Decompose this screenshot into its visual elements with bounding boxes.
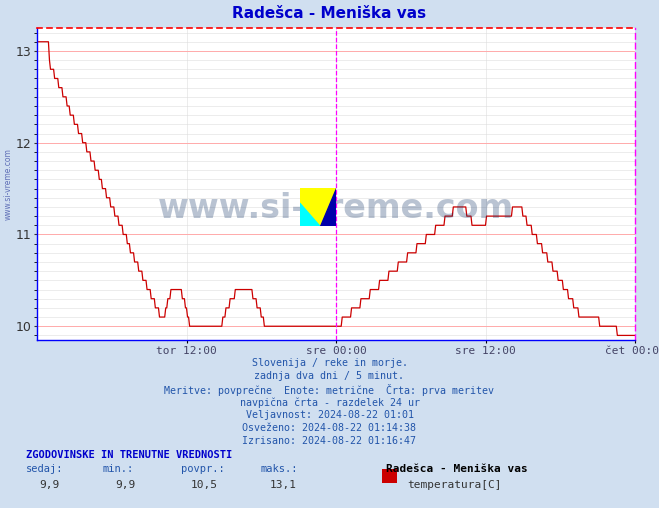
Text: povpr.:: povpr.: <box>181 464 225 474</box>
Text: Meritve: povprečne  Enote: metrične  Črta: prva meritev: Meritve: povprečne Enote: metrične Črta:… <box>165 384 494 396</box>
Polygon shape <box>300 203 320 226</box>
Text: Veljavnost: 2024-08-22 01:01: Veljavnost: 2024-08-22 01:01 <box>246 410 413 420</box>
Text: ZGODOVINSKE IN TRENUTNE VREDNOSTI: ZGODOVINSKE IN TRENUTNE VREDNOSTI <box>26 450 233 460</box>
Text: Radešca - Meniška vas: Radešca - Meniška vas <box>386 464 527 474</box>
Text: Izrisano: 2024-08-22 01:16:47: Izrisano: 2024-08-22 01:16:47 <box>243 436 416 446</box>
Text: navpična črta - razdelek 24 ur: navpična črta - razdelek 24 ur <box>239 397 420 407</box>
Text: 10,5: 10,5 <box>191 480 217 490</box>
Text: zadnja dva dni / 5 minut.: zadnja dva dni / 5 minut. <box>254 371 405 381</box>
Text: temperatura[C]: temperatura[C] <box>407 480 501 490</box>
Text: www.si-vreme.com: www.si-vreme.com <box>3 148 13 220</box>
Polygon shape <box>320 188 336 226</box>
Text: www.si-vreme.com: www.si-vreme.com <box>158 193 514 226</box>
Text: 9,9: 9,9 <box>115 480 135 490</box>
Text: maks.:: maks.: <box>260 464 298 474</box>
Text: Radešca - Meniška vas: Radešca - Meniška vas <box>233 7 426 21</box>
Text: Osveženo: 2024-08-22 01:14:38: Osveženo: 2024-08-22 01:14:38 <box>243 423 416 433</box>
Text: min.:: min.: <box>102 464 133 474</box>
Text: 9,9: 9,9 <box>40 480 59 490</box>
Text: Slovenija / reke in morje.: Slovenija / reke in morje. <box>252 358 407 368</box>
Text: 13,1: 13,1 <box>270 480 297 490</box>
Text: sedaj:: sedaj: <box>26 464 64 474</box>
